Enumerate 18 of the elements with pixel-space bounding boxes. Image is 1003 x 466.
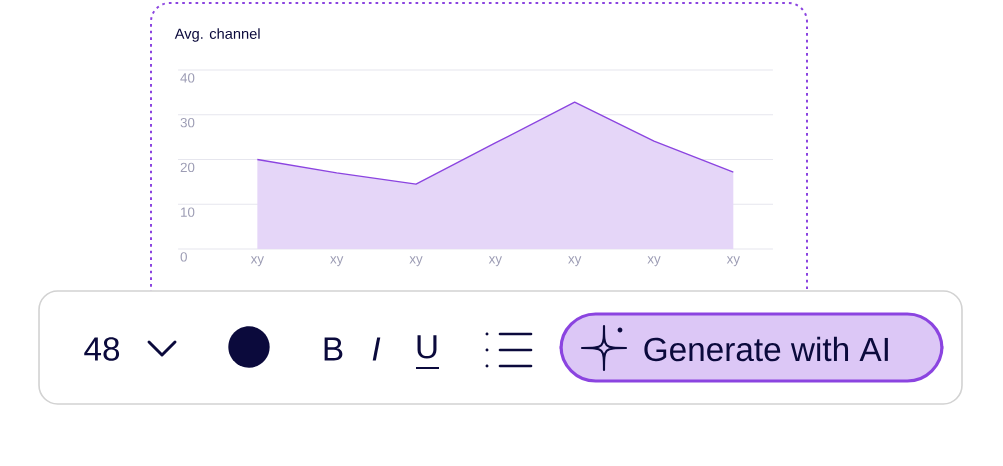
chart-title: Avg. channel [174, 28, 260, 42]
x-tick-label: xy [647, 256, 661, 267]
y-tick-label: 40 [180, 73, 195, 83]
y-tick-label: 0 [180, 252, 187, 262]
text: Generate with AI [644, 336, 888, 362]
x-tick-label: xy [409, 256, 423, 267]
x-tick-label: xy [250, 256, 264, 267]
y-tick-label: 10 [181, 207, 195, 217]
y-tick-label: 20 [180, 162, 195, 173]
x-tick-label: xy [726, 256, 740, 267]
text: I [372, 337, 381, 361]
x-tick-label: xy [330, 256, 344, 267]
text: B [324, 337, 343, 361]
text: U [417, 335, 437, 359]
text: 48 [84, 337, 120, 361]
y-tick-label: 30 [180, 117, 195, 128]
x-tick-label: xy [568, 256, 582, 267]
x-tick-label: xy [488, 256, 502, 267]
